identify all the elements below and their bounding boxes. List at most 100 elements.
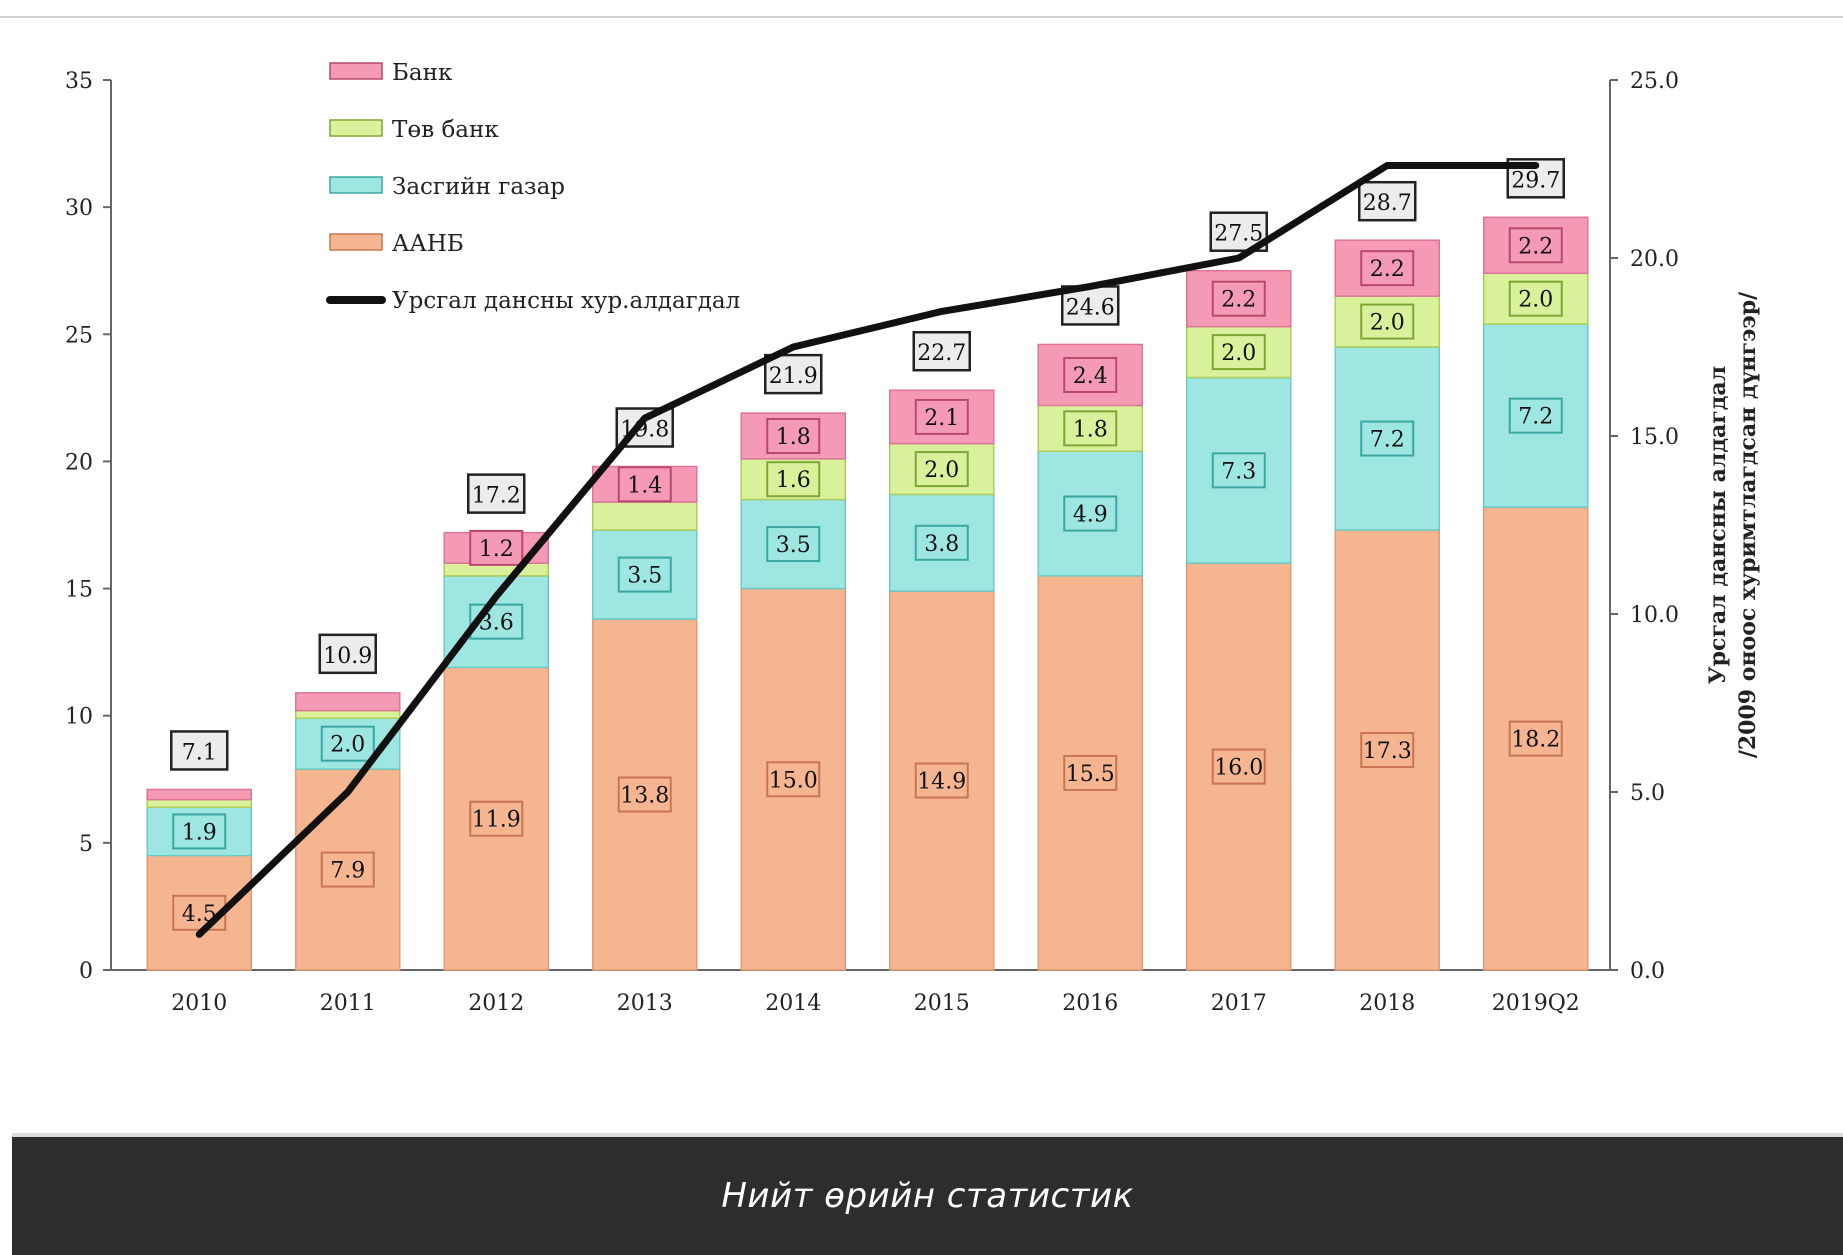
legend-label: Банк <box>392 60 453 86</box>
y-tick-label: 10 <box>65 705 93 730</box>
data-label-box <box>1360 303 1415 340</box>
total-label: 22.7 <box>917 341 966 366</box>
x-tick-label: 2019Q2 <box>1492 991 1580 1016</box>
data-label-box <box>1508 280 1563 317</box>
legend-label: Урсгал дансны хур.алдагдал <box>392 288 740 314</box>
total-label-box <box>318 633 377 675</box>
data-label: 2.1 <box>924 406 959 431</box>
data-label: 1.4 <box>627 473 662 498</box>
data-label-box <box>1211 334 1266 371</box>
data-label-box <box>1063 356 1118 393</box>
y2-tick-label: 0.0 <box>1630 959 1665 984</box>
data-label-box <box>1063 410 1118 447</box>
data-label: 7.2 <box>1370 428 1405 453</box>
data-label-box <box>766 526 821 563</box>
x-tick-label: 2016 <box>1062 991 1118 1016</box>
data-label: 2.4 <box>1073 364 1108 389</box>
data-label-box <box>766 761 821 798</box>
total-label: 24.6 <box>1066 295 1115 320</box>
x-tick-label: 2010 <box>171 991 227 1016</box>
y2-tick-label: 10.0 <box>1630 603 1679 628</box>
line-point <box>1235 255 1242 261</box>
data-label-box <box>1211 452 1266 489</box>
data-label-box <box>1211 280 1266 317</box>
x-tick-label: 2018 <box>1359 991 1415 1016</box>
data-label-box <box>617 776 672 813</box>
legend-swatch <box>329 62 383 80</box>
total-label: 29.7 <box>1511 168 1560 193</box>
y2-tick-label: 25.0 <box>1630 69 1679 94</box>
data-label-box <box>1063 495 1118 532</box>
y-tick-label: 25 <box>65 323 93 348</box>
y2-axis-title-line2: /2009 оноос хуримтлагдсан дүнгээр/ <box>1735 291 1761 758</box>
data-label-box <box>320 725 375 762</box>
data-label: 2.2 <box>1221 288 1256 313</box>
bar-segment <box>146 798 252 809</box>
debt-chart: 0 5 10 15 20 25 30 35 0.0 5.0 10.0 15.0 20.0 25.0 Урсг… <box>65 60 1761 1016</box>
y-tick-label: 15 <box>65 578 93 603</box>
y-tick-label: 30 <box>65 196 93 221</box>
data-label: 2.0 <box>1221 341 1256 366</box>
data-label: 2.2 <box>1370 257 1405 282</box>
y-tick-label: 0 <box>79 959 93 984</box>
data-label: 13.8 <box>620 784 669 809</box>
data-label-box <box>1508 227 1563 264</box>
line-point <box>344 789 351 795</box>
data-label-box <box>1508 397 1563 434</box>
data-label-box <box>1360 420 1415 457</box>
y2-tick-label: 20.0 <box>1630 247 1679 272</box>
data-label: 7.3 <box>1221 459 1256 484</box>
total-label-box <box>467 473 526 514</box>
data-label: 16.0 <box>1214 756 1263 781</box>
total-label: 10.9 <box>323 644 372 669</box>
data-label: 15.5 <box>1066 762 1115 787</box>
line-point <box>196 931 203 938</box>
data-label: 15.0 <box>769 768 818 793</box>
total-label-box <box>1358 180 1417 222</box>
data-label-box <box>914 398 969 435</box>
x-tick-label: 2014 <box>765 991 821 1016</box>
bar-segment <box>295 692 401 712</box>
data-label: 18.2 <box>1511 728 1560 753</box>
data-label: 14.9 <box>917 770 966 795</box>
x-tick-label: 2013 <box>617 991 673 1016</box>
data-label-box <box>1360 250 1415 287</box>
legend-swatch <box>329 176 383 194</box>
bar-segment <box>146 788 252 801</box>
data-label-box <box>914 762 969 799</box>
bar-segment <box>592 501 698 531</box>
bar-segment <box>295 709 401 720</box>
data-label-box <box>172 813 227 850</box>
data-label: 7.2 <box>1518 405 1553 430</box>
line-point <box>641 415 648 422</box>
data-label: 3.5 <box>776 533 811 558</box>
footer-caption: Нийт өрийн статистик <box>721 1176 1134 1216</box>
data-label-box <box>1360 732 1415 769</box>
total-label: 21.9 <box>769 364 818 389</box>
total-label-box <box>764 353 823 395</box>
legend-label: Төв банк <box>392 117 499 143</box>
y2-tick-label: 5.0 <box>1630 781 1665 806</box>
footer-banner: Нийт өрийн статистик <box>12 1137 1843 1255</box>
y-tick-label: 35 <box>65 69 93 94</box>
data-label-box <box>320 851 375 888</box>
legend-swatch <box>329 119 383 137</box>
x-tick-label: 2011 <box>320 991 376 1016</box>
line-point <box>790 344 797 350</box>
data-label: 1.2 <box>479 537 514 562</box>
total-label: 17.2 <box>472 484 521 509</box>
y-tick-label: 20 <box>65 450 93 475</box>
y2-tick-label: 15.0 <box>1630 425 1679 450</box>
data-label-box <box>766 418 821 454</box>
data-label: 3.5 <box>627 564 662 589</box>
x-tick-label: 2015 <box>914 991 970 1016</box>
total-label-box <box>170 730 229 771</box>
data-label-box <box>617 556 672 593</box>
data-label: 1.8 <box>1073 417 1108 442</box>
data-label: 2.0 <box>1518 288 1553 313</box>
data-label: 7.9 <box>330 859 365 884</box>
line-point <box>1384 162 1391 169</box>
data-label-box <box>469 800 524 837</box>
total-label: 27.5 <box>1214 222 1263 247</box>
legend-label: ААНБ <box>392 231 464 257</box>
